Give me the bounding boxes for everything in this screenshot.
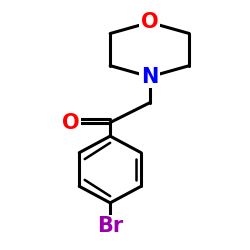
Text: O: O	[62, 112, 80, 132]
Text: O: O	[141, 12, 158, 32]
Text: N: N	[141, 67, 158, 87]
Text: Br: Br	[97, 216, 123, 236]
